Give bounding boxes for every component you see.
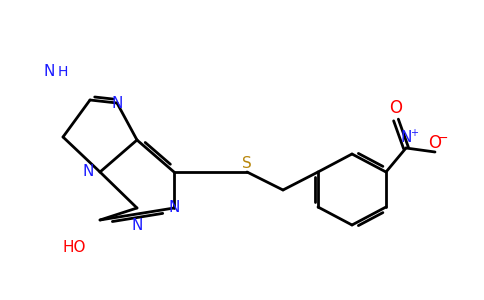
Text: O: O [390, 99, 403, 117]
Text: N: N [82, 164, 94, 179]
Text: +: + [410, 128, 418, 138]
Text: H: H [58, 65, 68, 79]
Text: HO: HO [62, 241, 86, 256]
Text: N: N [168, 200, 180, 215]
Text: S: S [242, 155, 252, 170]
Text: N: N [44, 64, 55, 80]
Text: O: O [428, 134, 441, 152]
Text: N: N [400, 130, 412, 146]
Text: −: − [438, 131, 448, 145]
Text: N: N [131, 218, 143, 232]
Text: N: N [111, 95, 122, 110]
